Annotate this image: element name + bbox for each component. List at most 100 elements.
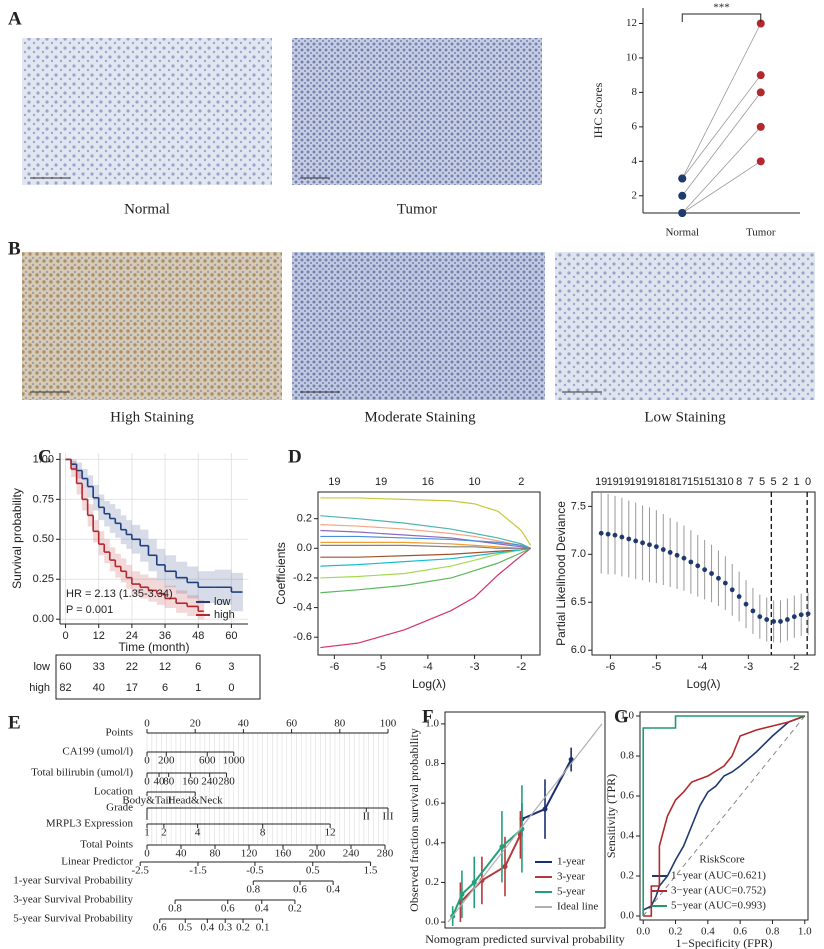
tick-label: Body&Tail xyxy=(122,795,171,807)
ci-band xyxy=(165,585,177,609)
point xyxy=(542,806,548,812)
y-tick-label: 0.8 xyxy=(425,757,439,769)
y-axis-label: IHC Scores xyxy=(591,82,605,138)
tick-label: 0 xyxy=(144,848,150,860)
tick-label: 0.2 xyxy=(288,903,302,915)
row-label: 5-year Survival Probability xyxy=(13,913,133,925)
point xyxy=(756,71,765,80)
tick-label: 60 xyxy=(286,718,298,730)
tick-label: II xyxy=(363,811,371,823)
point xyxy=(736,594,742,599)
tick-label: 160 xyxy=(275,848,292,860)
tick-label: 40 xyxy=(176,848,188,860)
y-tick-label: -0.2 xyxy=(293,572,312,584)
legend-title: RiskScore xyxy=(699,854,744,866)
tick-label: 0 xyxy=(144,755,150,767)
y-tick-label: 0.0 xyxy=(620,910,634,922)
risk-count: 12 xyxy=(159,661,171,673)
tick-label: 280 xyxy=(218,776,235,788)
y-tick-label: 1.0 xyxy=(620,710,634,722)
tick-label: 0.1 xyxy=(256,922,270,934)
coef-path xyxy=(320,544,531,549)
pair-line xyxy=(681,92,762,197)
x-tick-label: -2 xyxy=(789,661,799,673)
y-tick-label: 0.0 xyxy=(425,916,439,928)
plot-frame xyxy=(639,711,809,921)
y-tick-label: 0.6 xyxy=(620,790,634,802)
risk-row-label: low xyxy=(33,661,50,673)
top-label: 7 xyxy=(748,476,754,488)
y-tick-label: 7.5 xyxy=(571,500,586,512)
panel-label: B xyxy=(8,238,21,259)
tick-label: 0.4 xyxy=(326,884,340,896)
y-tick-label: 0.4 xyxy=(425,836,439,848)
pair-line xyxy=(681,74,762,179)
row-label: Total Points xyxy=(80,839,133,851)
top-label: 19 xyxy=(375,476,387,488)
y-axis-label: Survival probability xyxy=(10,488,24,589)
point xyxy=(598,530,604,536)
y-tick-label: 1.00 xyxy=(33,453,54,465)
point xyxy=(619,534,625,540)
ideal-line xyxy=(447,723,603,923)
ci-band xyxy=(198,600,204,620)
coef-path xyxy=(320,515,531,549)
panel-label: C xyxy=(38,446,52,467)
point xyxy=(729,587,735,593)
top-label: 0 xyxy=(805,476,811,488)
plot-frame xyxy=(591,491,816,656)
tick-label: -0.5 xyxy=(246,865,264,877)
top-label: 8 xyxy=(736,476,742,488)
row-label: 1-year Survival Probability xyxy=(13,875,133,887)
tick-label: 240 xyxy=(343,848,360,860)
point xyxy=(678,174,687,183)
panel-label: G xyxy=(614,706,629,727)
row-label: Location xyxy=(94,786,134,798)
image-caption: Low Staining xyxy=(644,409,726,425)
tick-label: 0.4 xyxy=(200,922,214,934)
risk-count: 6 xyxy=(195,661,201,673)
point xyxy=(791,614,797,620)
x-tick-label: 0 xyxy=(62,630,68,642)
panel-label: E xyxy=(8,712,21,733)
top-label: 16 xyxy=(422,476,434,488)
point xyxy=(771,619,777,624)
point xyxy=(678,209,687,217)
x-tick-label: Tumor xyxy=(746,227,776,239)
legend-label: 5−year (AUC=0.993) xyxy=(671,900,766,912)
point xyxy=(764,617,770,622)
point xyxy=(798,612,804,618)
point xyxy=(688,559,694,565)
tick-label: 0 xyxy=(144,718,150,730)
tick-label: -2.5 xyxy=(131,865,149,877)
y-tick-label: 0.75 xyxy=(33,493,54,505)
risk-count: 33 xyxy=(93,661,105,673)
point xyxy=(695,563,701,569)
coef-path xyxy=(320,529,531,549)
calibration-line xyxy=(459,834,522,903)
tick-label: 4 xyxy=(195,827,201,839)
tick-label: 0.6 xyxy=(153,922,167,934)
y-tick-label: 0.50 xyxy=(33,533,54,545)
risk-count: 3 xyxy=(228,661,234,673)
pair-line xyxy=(681,23,762,179)
tick-label: 200 xyxy=(158,755,175,767)
legend-label: low xyxy=(214,596,231,608)
annotation: HR = 2.13 (1.35-3.34) xyxy=(66,588,173,600)
top-label: 19 xyxy=(595,476,607,488)
image-caption: High Staining xyxy=(110,409,194,425)
y-tick-label: 0.8 xyxy=(620,750,634,762)
legend-label: 3-year xyxy=(557,871,585,883)
risk-count: 82 xyxy=(59,682,71,694)
point xyxy=(653,544,659,550)
y-axis-label: Sensitivity (TPR) xyxy=(604,774,618,858)
coef-path xyxy=(320,497,532,546)
risk-count: 6 xyxy=(162,682,168,694)
chance-line xyxy=(642,715,806,917)
y-axis-label: Coefficients xyxy=(274,542,288,604)
legend-label: 3−year (AUC=0.752) xyxy=(671,885,766,897)
risk-table-frame xyxy=(55,654,261,700)
y-tick-label: 0.2 xyxy=(620,870,634,882)
top-label: 19 xyxy=(618,476,630,488)
